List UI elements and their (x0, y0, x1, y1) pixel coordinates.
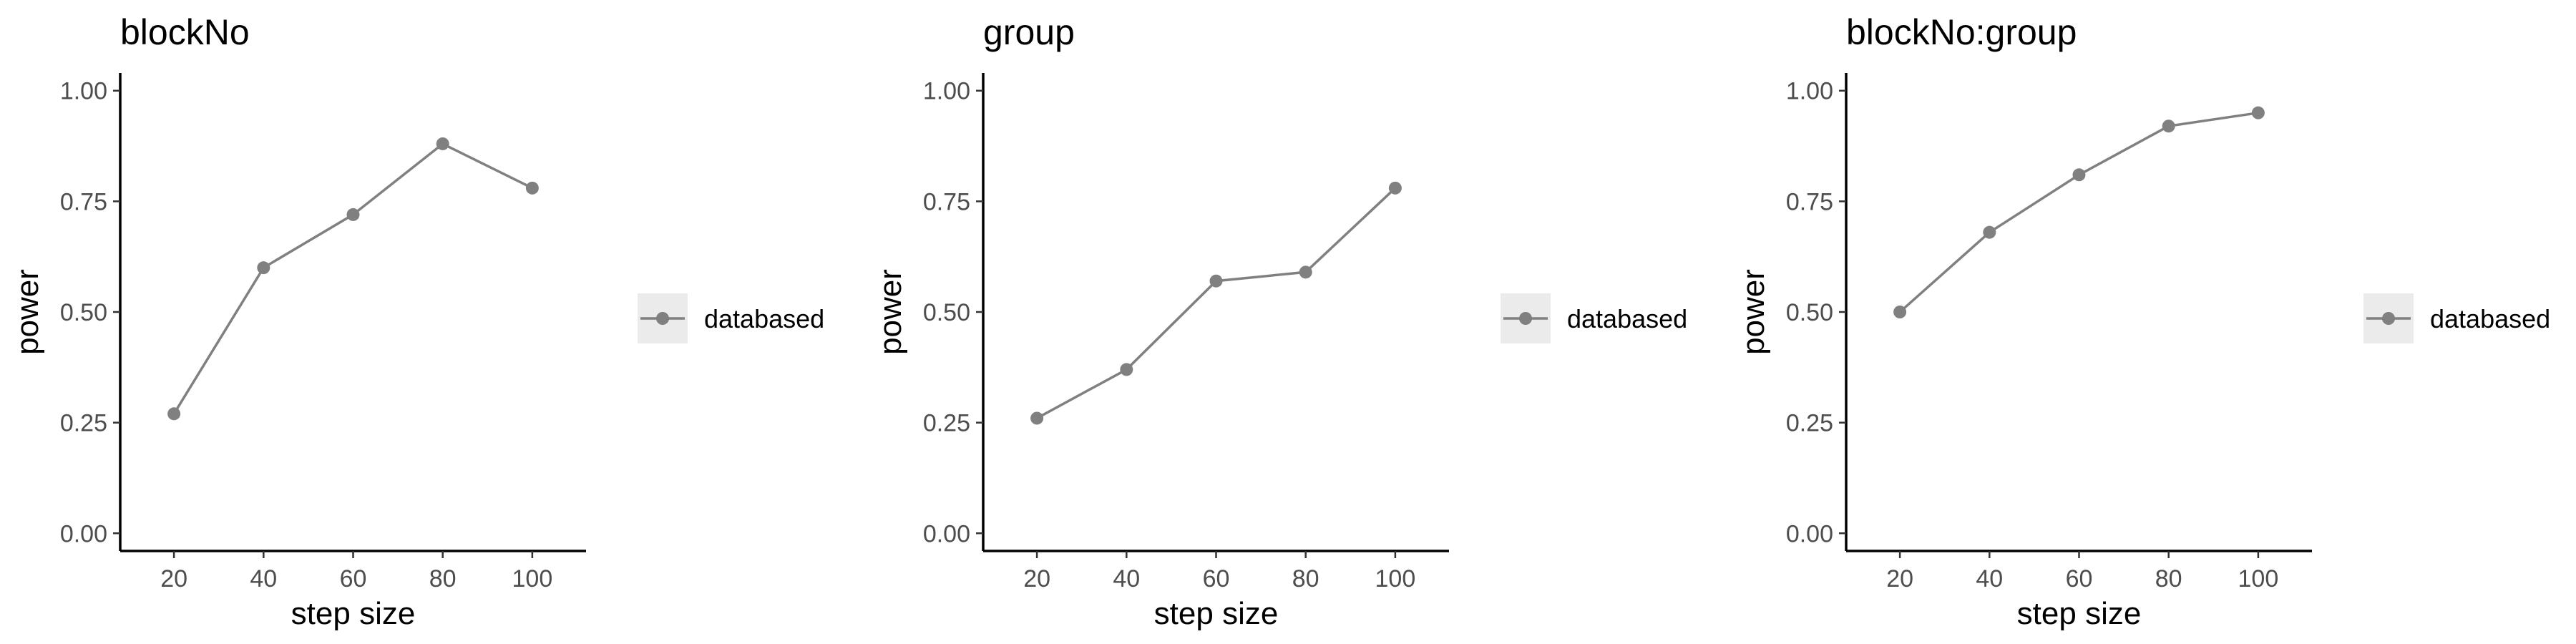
y-tick-label: 0.75 (923, 188, 970, 215)
data-point (1893, 306, 1907, 318)
data-point (2072, 168, 2086, 182)
x-tick-label: 100 (512, 565, 553, 592)
data-point (436, 137, 449, 150)
x-tick-label: 20 (160, 565, 187, 592)
y-tick-label: 0.50 (60, 299, 107, 326)
y-axis-title: power (873, 269, 908, 355)
y-tick-label: 0.75 (60, 188, 107, 215)
legend-label: databased (704, 304, 824, 333)
legend-label: databased (1567, 304, 1687, 333)
data-point (1388, 181, 1402, 195)
x-tick-label: 40 (1976, 565, 2003, 592)
legend-label: databased (2430, 304, 2550, 333)
y-tick-label: 0.25 (60, 410, 107, 437)
y-tick-label: 0.00 (60, 520, 107, 547)
series-line-1 (1036, 187, 1397, 419)
y-axis-title: power (10, 269, 45, 355)
y-tick-label: 0.25 (923, 410, 970, 437)
y-tick-label: 0.00 (1786, 520, 1833, 547)
x-tick-label: 40 (1113, 565, 1140, 592)
data-point (1120, 363, 1133, 376)
series-line-1 (172, 142, 533, 415)
x-tick-label: 60 (2066, 565, 2093, 592)
data-point (1030, 411, 1044, 425)
chart-title: blockNo:group (1846, 12, 2077, 52)
y-axis-title: power (1736, 269, 1771, 355)
y-tick-label: 0.75 (1786, 188, 1833, 215)
chart-title: blockNo (120, 12, 250, 52)
data-point (525, 181, 539, 195)
x-axis-title: step size (291, 596, 416, 631)
y-tick-label: 1.00 (1786, 78, 1833, 105)
y-tick-label: 1.00 (60, 78, 107, 105)
y-tick-label: 0.25 (1786, 410, 1833, 437)
data-point (1983, 225, 1996, 239)
x-tick-label: 80 (1292, 565, 1319, 592)
series-line-1 (1898, 111, 2259, 313)
x-axis-title: step size (1154, 596, 1279, 631)
x-tick-label: 60 (340, 565, 367, 592)
data-point (257, 261, 270, 275)
y-tick-label: 0.50 (923, 299, 970, 326)
data-point (2251, 106, 2265, 119)
x-tick-label: 80 (429, 565, 457, 592)
data-point (346, 208, 360, 221)
y-tick-label: 0.00 (923, 520, 970, 547)
x-tick-label: 20 (1886, 565, 1913, 592)
x-tick-label: 20 (1023, 565, 1050, 592)
y-tick-label: 1.00 (923, 78, 970, 105)
chart-panel-3: blockNo:group 0.00 0.25 0.50 0.75 1.00 20 40 60 8… (1736, 12, 2550, 631)
data-point (1209, 274, 1223, 288)
legend-key-point (2382, 312, 2395, 325)
x-tick-label: 40 (250, 565, 277, 592)
x-axis-title: step size (2017, 596, 2142, 631)
data-point (2162, 119, 2175, 133)
legend-key-point (656, 312, 669, 325)
legend-key-point (1519, 312, 1532, 325)
x-tick-label: 100 (2238, 565, 2279, 592)
chart-panel-2: group 0.00 0.25 0.50 0.75 1.00 20 40 60 80 100 step… (873, 12, 1687, 631)
chart-title: group (983, 12, 1075, 52)
x-tick-label: 60 (1203, 565, 1230, 592)
data-point (1299, 265, 1312, 279)
x-tick-label: 80 (2155, 565, 2182, 592)
y-tick-label: 0.50 (1786, 299, 1833, 326)
data-point (167, 407, 181, 421)
x-tick-label: 100 (1375, 565, 1416, 592)
chart-panel-1: blockNo 0.00 0.25 0.50 0.75 1.00 20 40 60 80 100 st… (10, 12, 824, 631)
